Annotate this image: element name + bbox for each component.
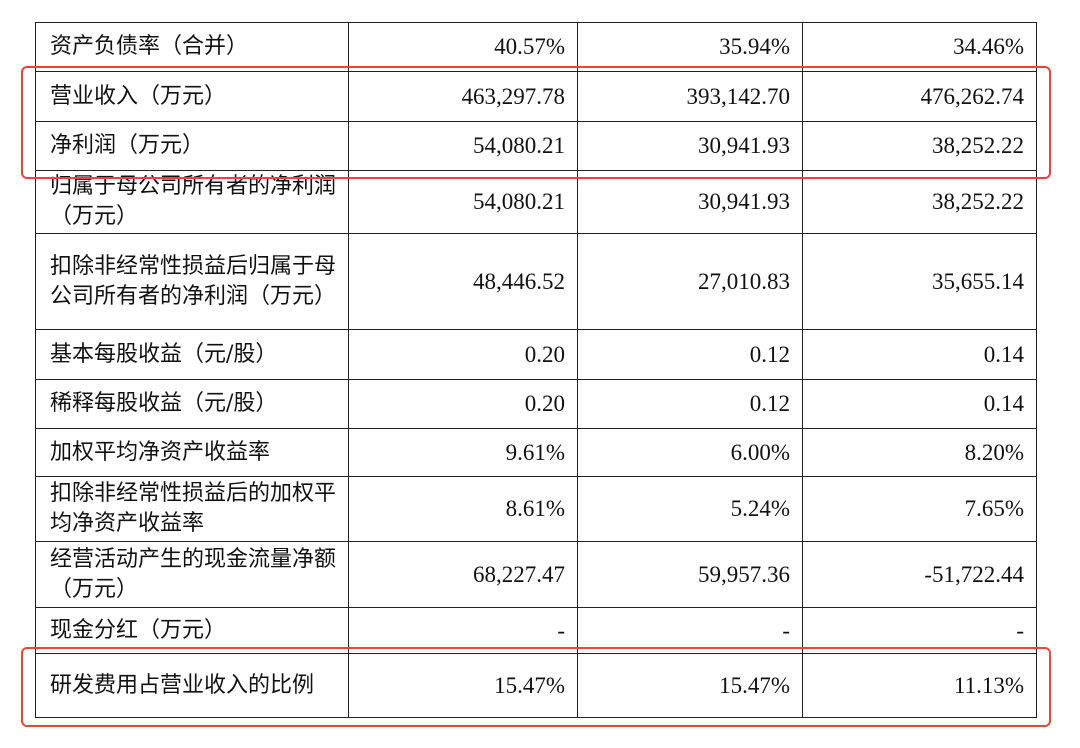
- table-row-weighted-roe: 加权平均净资产收益率 9.61% 6.00% 8.20%: [35, 428, 1037, 477]
- value-cell: 59,957.36: [577, 541, 803, 608]
- value-cell: 7.65%: [802, 476, 1037, 542]
- table-row-rd-ratio: 研发费用占营业收入的比例 15.47% 15.47% 11.13%: [35, 653, 1037, 718]
- row-label: 营业收入（万元）: [35, 71, 349, 122]
- table-row-debt-ratio: 资产负债率（合并） 40.57% 35.94% 34.46%: [35, 22, 1037, 72]
- row-label: 基本每股收益（元/股）: [35, 329, 349, 380]
- value-cell: 476,262.74: [802, 71, 1037, 122]
- value-cell: 0.20: [348, 329, 578, 380]
- row-label: 稀释每股收益（元/股）: [35, 379, 349, 429]
- value-cell: 0.20: [348, 379, 578, 429]
- value-cell: 5.24%: [577, 476, 803, 542]
- row-label: 扣除非经常性损益后归属于母公司所有者的净利润（万元）: [35, 233, 349, 330]
- value-cell: 40.57%: [348, 22, 578, 72]
- value-cell: 0.14: [802, 379, 1037, 429]
- value-cell: 48,446.52: [348, 233, 578, 330]
- value-cell: 30,941.93: [577, 121, 803, 171]
- value-cell: 35.94%: [577, 22, 803, 72]
- table-row-deducted-roe: 扣除非经常性损益后的加权平均净资产收益率 8.61% 5.24% 7.65%: [35, 476, 1037, 542]
- row-label: 加权平均净资产收益率: [35, 428, 349, 477]
- row-label: 经营活动产生的现金流量净额（万元）: [35, 541, 349, 608]
- value-cell: 8.61%: [348, 476, 578, 542]
- value-cell: 27,010.83: [577, 233, 803, 330]
- value-cell: -51,722.44: [802, 541, 1037, 608]
- financial-indicators-table: 资产负债率（合并） 40.57% 35.94% 34.46% 营业收入（万元） …: [35, 22, 1037, 718]
- value-cell: 15.47%: [577, 653, 803, 718]
- value-cell: 6.00%: [577, 428, 803, 477]
- value-cell: 68,227.47: [348, 541, 578, 608]
- value-cell: 54,080.21: [348, 170, 578, 234]
- value-cell: 0.12: [577, 379, 803, 429]
- value-cell: 54,080.21: [348, 121, 578, 171]
- table-row-basic-eps: 基本每股收益（元/股） 0.20 0.12 0.14: [35, 329, 1037, 380]
- value-cell: 34.46%: [802, 22, 1037, 72]
- value-cell: 38,252.22: [802, 170, 1037, 234]
- value-cell: 8.20%: [802, 428, 1037, 477]
- value-cell: 0.12: [577, 329, 803, 380]
- value-cell: 38,252.22: [802, 121, 1037, 171]
- value-cell: 15.47%: [348, 653, 578, 718]
- row-label: 净利润（万元）: [35, 121, 349, 171]
- value-cell: 393,142.70: [577, 71, 803, 122]
- value-cell: 0.14: [802, 329, 1037, 380]
- table-row-net-profit: 净利润（万元） 54,080.21 30,941.93 38,252.22: [35, 121, 1037, 171]
- table-row-operating-cash-flow: 经营活动产生的现金流量净额（万元） 68,227.47 59,957.36 -5…: [35, 541, 1037, 608]
- table-row-deducted-net-profit: 扣除非经常性损益后归属于母公司所有者的净利润（万元） 48,446.52 27,…: [35, 233, 1037, 330]
- value-cell: -: [802, 607, 1037, 654]
- table-row-cash-dividend: 现金分红（万元） - - -: [35, 607, 1037, 654]
- row-label: 现金分红（万元）: [35, 607, 349, 654]
- row-label: 扣除非经常性损益后的加权平均净资产收益率: [35, 476, 349, 542]
- table-row-parent-net-profit: 归属于母公司所有者的净利润（万元） 54,080.21 30,941.93 38…: [35, 170, 1037, 234]
- value-cell: 30,941.93: [577, 170, 803, 234]
- table-row-diluted-eps: 稀释每股收益（元/股） 0.20 0.12 0.14: [35, 379, 1037, 429]
- value-cell: 463,297.78: [348, 71, 578, 122]
- value-cell: 11.13%: [802, 653, 1037, 718]
- row-label: 研发费用占营业收入的比例: [35, 653, 349, 718]
- value-cell: 9.61%: [348, 428, 578, 477]
- table-row-revenue: 营业收入（万元） 463,297.78 393,142.70 476,262.7…: [35, 71, 1037, 122]
- row-label: 归属于母公司所有者的净利润（万元）: [35, 170, 349, 234]
- value-cell: -: [348, 607, 578, 654]
- row-label: 资产负债率（合并）: [35, 22, 349, 72]
- value-cell: -: [577, 607, 803, 654]
- value-cell: 35,655.14: [802, 233, 1037, 330]
